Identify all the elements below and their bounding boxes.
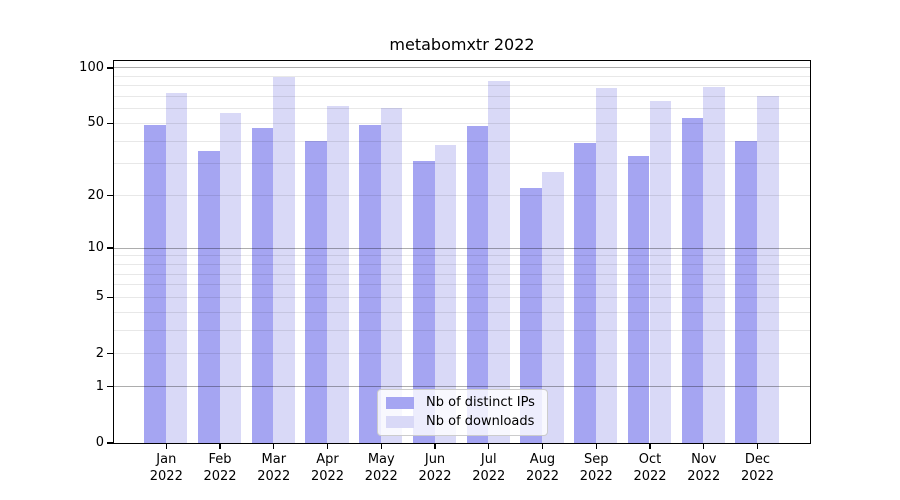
xtick-mark-mar: [273, 444, 275, 449]
ytick-mark-1: [107, 385, 113, 388]
ytick-label-1: 1: [95, 378, 104, 394]
bar-nb-of-downloads-oct: [649, 100, 672, 443]
gridline-y-2: [113, 353, 810, 355]
plot-area: [112, 59, 811, 444]
ytick-label-100: 100: [79, 59, 104, 75]
legend-label-nb-of-distinct-ips: Nb of distinct IPs: [426, 395, 535, 410]
ytick-label-50: 50: [87, 115, 104, 131]
bar-nb-of-downloads-nov: [703, 87, 725, 443]
bar-nb-of-distinct-ips-sep: [574, 142, 596, 443]
ytick-mark-2: [107, 353, 113, 355]
grid-layer: [113, 61, 810, 443]
ytick-mark-50: [107, 122, 113, 125]
xtick-label-oct: Oct 2022: [633, 452, 667, 484]
ytick-label-5: 5: [95, 289, 104, 305]
xtick-label-nov: Nov 2022: [687, 452, 721, 484]
xtick-mark-aug: [541, 444, 544, 449]
gridline-y-30: [113, 163, 810, 165]
xtick-label-apr: Apr 2022: [310, 452, 345, 484]
bar-nb-of-downloads-dec: [756, 96, 779, 443]
xtick-mark-sep: [595, 444, 597, 449]
xtick-label-mar: Mar 2022: [257, 452, 291, 484]
xtick-label-sep: Sep 2022: [579, 452, 613, 484]
gridline-y-7: [113, 273, 810, 275]
bar-nb-of-distinct-ips-apr: [305, 140, 328, 443]
bar-nb-of-distinct-ips-feb: [197, 151, 220, 443]
bar-nb-of-distinct-ips-nov: [681, 118, 704, 443]
gridline-y-50: [113, 122, 810, 124]
xtick-label-may: May 2022: [364, 452, 398, 484]
bar-layer: [114, 61, 810, 443]
gridline-y-20: [113, 195, 810, 197]
bar-nb-of-distinct-ips-jan: [144, 124, 166, 443]
gridline-y-90: [113, 75, 810, 77]
gridline-y-60: [113, 108, 810, 110]
gridline-y-5: [113, 296, 810, 298]
bar-nb-of-downloads-apr: [327, 105, 349, 443]
legend-label-nb-of-downloads: Nb of downloads: [426, 414, 535, 429]
ytick-mark-20: [107, 194, 113, 197]
legend-swatch-nb-of-distinct-ips: [386, 397, 414, 409]
ytick-label-10: 10: [87, 240, 104, 256]
xtick-mark-nov: [703, 444, 705, 449]
xtick-label-jan: Jan 2022: [149, 452, 183, 484]
legend: Nb of distinct IPs Nb of downloads: [377, 389, 548, 436]
xtick-label-aug: Aug 2022: [525, 452, 560, 484]
gridline-y-10: [113, 247, 810, 249]
bar-nb-of-downloads-mar: [273, 76, 295, 443]
xtick-mark-dec: [756, 444, 759, 449]
ytick-mark-5: [107, 296, 113, 299]
bar-nb-of-downloads-jan: [165, 92, 188, 443]
gridline-y-40: [113, 140, 810, 142]
gridline-y-70: [113, 96, 810, 98]
xtick-mark-feb: [219, 444, 221, 449]
ytick-label-2: 2: [95, 345, 104, 361]
xtick-label-dec: Dec 2022: [740, 452, 775, 484]
gridline-y-9: [113, 255, 810, 257]
ytick-mark-0: [107, 442, 113, 444]
xtick-label-jul: Jul 2022: [472, 452, 506, 484]
xtick-mark-jul: [488, 444, 490, 449]
bar-nb-of-downloads-sep: [595, 88, 618, 443]
bar-nb-of-downloads-feb: [219, 112, 242, 443]
xtick-label-jun: Jun 2022: [418, 452, 452, 484]
bar-nb-of-distinct-ips-mar: [251, 127, 274, 443]
legend-swatch-nb-of-downloads: [386, 416, 414, 428]
xtick-mark-apr: [326, 444, 329, 449]
gridline-y-8: [113, 263, 810, 265]
ytick-mark-100: [107, 67, 113, 69]
gridline-y-6: [113, 284, 810, 286]
xtick-mark-jun: [434, 444, 436, 449]
bar-nb-of-distinct-ips-oct: [627, 155, 650, 443]
xtick-label-feb: Feb 2022: [203, 452, 237, 484]
gridline-y-80: [113, 85, 810, 87]
gridline-y-100: [113, 67, 810, 69]
xtick-mark-may: [380, 444, 382, 449]
xtick-mark-oct: [649, 444, 651, 449]
gridline-y-3: [113, 329, 810, 331]
bar-nb-of-distinct-ips-dec: [735, 140, 757, 443]
ytick-mark-10: [107, 247, 113, 249]
legend-item-nb-of-downloads: Nb of downloads: [386, 414, 535, 430]
gridline-y-4: [113, 311, 810, 313]
legend-item-nb-of-distinct-ips: Nb of distinct IPs: [386, 395, 535, 411]
ytick-label-20: 20: [87, 187, 104, 203]
xtick-mark-jan: [165, 444, 167, 449]
gridline-y-1: [113, 386, 810, 388]
chart-title: metabomxtr 2022: [389, 35, 535, 54]
ytick-label-0: 0: [95, 435, 104, 450]
